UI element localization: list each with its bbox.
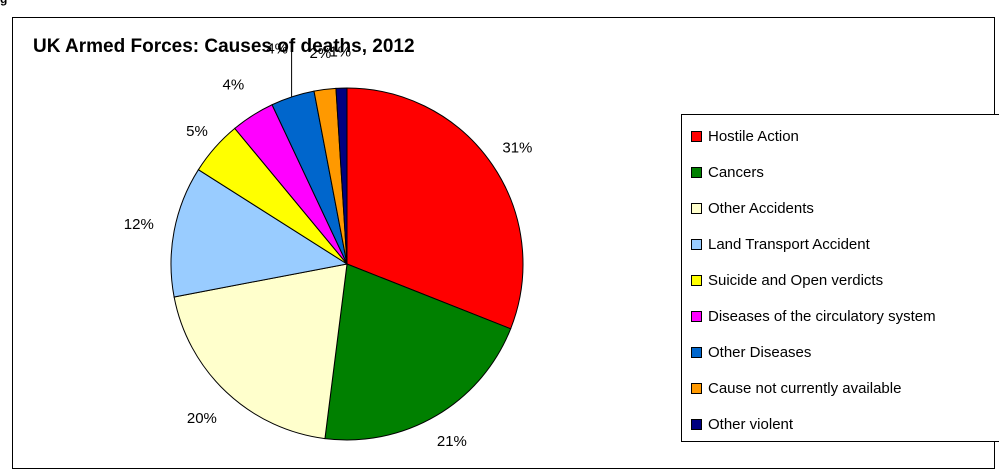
legend-swatch — [691, 202, 702, 214]
legend-label: Other Accidents — [708, 199, 814, 217]
top-edge-strip: g — [0, 0, 999, 6]
data-label-other-accidents: 20% — [187, 410, 217, 427]
slice-other-accidents — [173, 263, 348, 440]
slice-hostile-action — [346, 87, 524, 330]
data-label-other-violent: 1% — [329, 44, 351, 61]
chart-legend: Hostile Action Cancers Other Accidents Land… — [681, 114, 999, 442]
legend-swatch — [691, 418, 702, 430]
data-label-suicide-and-open-verdicts: 5% — [186, 123, 208, 140]
legend-item-other-violent: Other violent — [691, 415, 793, 433]
legend-swatch — [691, 310, 702, 322]
legend-swatch — [691, 382, 702, 394]
legend-label: Cause not currently available — [708, 379, 902, 397]
pie-data-labels: 31% 21% 20% 12% 5% 4% 4% 2%1% — [124, 41, 533, 450]
legend-label: Other Diseases — [708, 343, 812, 361]
chart-title: UK Armed Forces: Causes of deaths, 2012 — [33, 36, 415, 57]
legend-label: Cancers — [708, 163, 764, 181]
legend-item-land-transport-accident: Land Transport Accident — [691, 235, 870, 253]
legend-item-cause-not-currently-available: Cause not currently available — [691, 379, 901, 397]
data-label-cause-not-currently-available: 2% — [310, 45, 332, 62]
legend-swatch — [691, 238, 702, 250]
legend-item-cancers: Cancers — [691, 163, 764, 181]
data-label-land-transport-accident: 12% — [124, 216, 154, 233]
data-label-cancers: 21% — [437, 433, 467, 450]
legend-label: Diseases of the circulatory system — [708, 307, 936, 325]
legend-swatch — [691, 346, 702, 358]
legend-item-hostile-action: Hostile Action — [691, 127, 799, 145]
legend-swatch — [691, 130, 702, 142]
legend-item-diseases-of-the-circulatory-system: Diseases of the circulatory system — [691, 307, 936, 325]
data-label-other-diseases: 4% — [266, 41, 288, 58]
legend-swatch — [691, 274, 702, 286]
cropped-header-text: g — [0, 0, 7, 6]
pie-slices — [170, 87, 524, 441]
legend-label: Hostile Action — [708, 127, 799, 145]
legend-label: Suicide and Open verdicts — [708, 271, 884, 289]
data-label-diseases-of-the-circulatory-system: 4% — [223, 77, 245, 94]
slice-other-violent — [335, 87, 348, 265]
slice-cancers — [324, 263, 512, 441]
legend-item-suicide-and-open-verdicts: Suicide and Open verdicts — [691, 271, 883, 289]
data-label-hostile-action: 31% — [502, 140, 532, 157]
legend-label: Other violent — [708, 415, 794, 433]
slice-land-transport-accident — [170, 168, 349, 298]
legend-item-other-accidents: Other Accidents — [691, 199, 814, 217]
legend-item-other-diseases: Other Diseases — [691, 343, 811, 361]
legend-swatch — [691, 166, 702, 178]
legend-label: Land Transport Accident — [708, 235, 870, 253]
